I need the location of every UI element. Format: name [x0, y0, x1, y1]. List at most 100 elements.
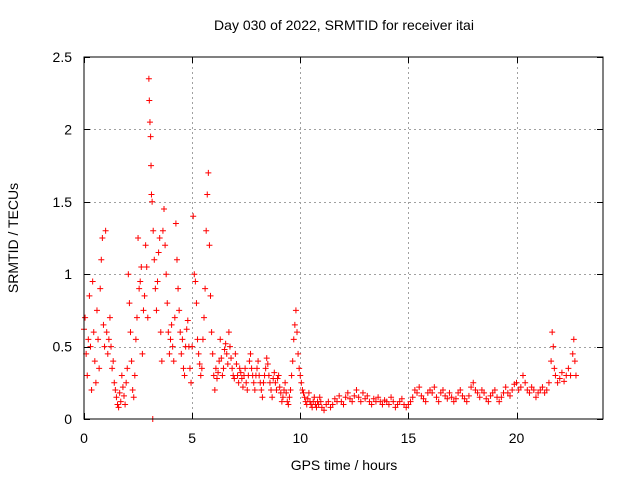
data-point-marker — [189, 343, 196, 350]
data-point-marker — [100, 321, 107, 328]
data-point-marker — [549, 329, 556, 336]
data-point-marker — [128, 358, 135, 365]
data-point-marker — [222, 340, 229, 347]
x-tick-label: 10 — [292, 430, 308, 446]
data-point-marker — [105, 336, 112, 343]
data-point-marker — [170, 358, 177, 365]
data-point-marker — [278, 398, 285, 405]
data-point-marker — [131, 372, 138, 379]
data-point-marker — [284, 398, 291, 405]
data-point-marker — [517, 384, 524, 391]
data-point-marker — [95, 336, 102, 343]
data-point-marker — [106, 314, 113, 321]
data-point-marker — [407, 398, 414, 405]
data-point-marker — [342, 394, 349, 401]
data-point-marker — [414, 389, 421, 396]
data-point-marker — [162, 242, 169, 249]
data-point-marker — [448, 394, 455, 401]
data-point-marker — [163, 271, 170, 278]
data-point-marker — [465, 392, 472, 399]
data-point-marker — [144, 314, 151, 321]
data-point-marker — [117, 398, 124, 405]
data-point-marker — [364, 392, 371, 399]
data-point-marker — [507, 392, 514, 399]
data-point-marker — [561, 378, 568, 385]
data-point-marker — [265, 372, 272, 379]
data-point-marker — [161, 206, 168, 213]
data-point-marker — [113, 394, 120, 401]
data-point-marker — [196, 360, 203, 367]
data-point-marker — [279, 394, 286, 401]
data-point-marker — [474, 389, 481, 396]
data-point-marker — [295, 350, 302, 357]
data-point-marker — [388, 394, 395, 401]
data-point-marker — [116, 389, 123, 396]
x-tick-label: 15 — [401, 430, 417, 446]
data-point-marker — [296, 365, 303, 372]
data-point-marker — [452, 395, 459, 402]
data-point-marker — [385, 401, 392, 408]
data-point-marker — [254, 365, 260, 372]
data-point-marker — [244, 387, 251, 394]
data-point-marker — [509, 387, 516, 394]
data-point-marker — [178, 350, 185, 357]
data-point-marker — [485, 398, 492, 405]
data-point-marker — [519, 372, 526, 379]
data-point-marker — [175, 285, 182, 292]
data-point-marker — [539, 384, 546, 391]
data-point-marker — [201, 314, 208, 321]
data-point-marker — [274, 375, 281, 382]
data-point-marker — [191, 271, 198, 278]
data-point-marker — [119, 384, 126, 391]
data-point-marker — [148, 191, 155, 198]
data-point-marker — [195, 350, 202, 357]
data-point-marker — [291, 321, 298, 328]
data-point-marker — [224, 360, 231, 367]
data-point-marker — [141, 292, 148, 299]
data-point-marker — [299, 387, 306, 394]
data-point-marker — [368, 401, 375, 408]
data-point-marker — [234, 372, 241, 379]
data-point-marker — [109, 365, 116, 372]
data-point-marker — [133, 314, 140, 321]
data-point-marker — [353, 387, 360, 394]
data-point-marker — [91, 358, 98, 365]
data-point-marker — [142, 242, 149, 249]
data-point-marker — [154, 278, 161, 285]
data-point-marker — [390, 398, 397, 405]
data-point-marker — [286, 394, 293, 401]
data-points — [81, 75, 579, 422]
data-point-marker — [243, 379, 250, 386]
data-point-marker — [210, 372, 217, 379]
data-point-marker — [468, 384, 475, 391]
data-point-marker — [149, 198, 156, 205]
data-point-marker — [255, 358, 262, 365]
data-point-marker — [247, 350, 254, 357]
data-point-marker — [336, 392, 343, 399]
data-point-marker — [211, 387, 218, 394]
data-point-marker — [572, 372, 579, 379]
data-point-marker — [262, 365, 269, 372]
y-tick-label: 0 — [64, 411, 72, 427]
data-point-marker — [232, 350, 239, 357]
data-point-marker — [375, 394, 382, 401]
data-point-marker — [242, 365, 249, 372]
data-point-marker — [556, 375, 563, 382]
data-point-marker — [290, 336, 297, 343]
data-point-marker — [93, 307, 100, 314]
data-point-marker — [275, 372, 282, 379]
data-point-marker — [298, 379, 305, 386]
data-point-marker — [168, 321, 175, 328]
data-point-marker — [349, 398, 356, 405]
data-point-marker — [444, 395, 451, 402]
data-point-marker — [239, 384, 246, 391]
data-point-marker — [87, 343, 94, 350]
data-point-marker — [220, 365, 227, 372]
data-point-marker — [481, 389, 488, 396]
data-point-marker — [311, 394, 318, 401]
data-point-marker — [115, 404, 122, 411]
data-point-marker — [282, 379, 289, 386]
data-point-marker — [121, 392, 128, 399]
data-point-marker — [548, 358, 555, 365]
data-point-marker — [207, 292, 214, 299]
